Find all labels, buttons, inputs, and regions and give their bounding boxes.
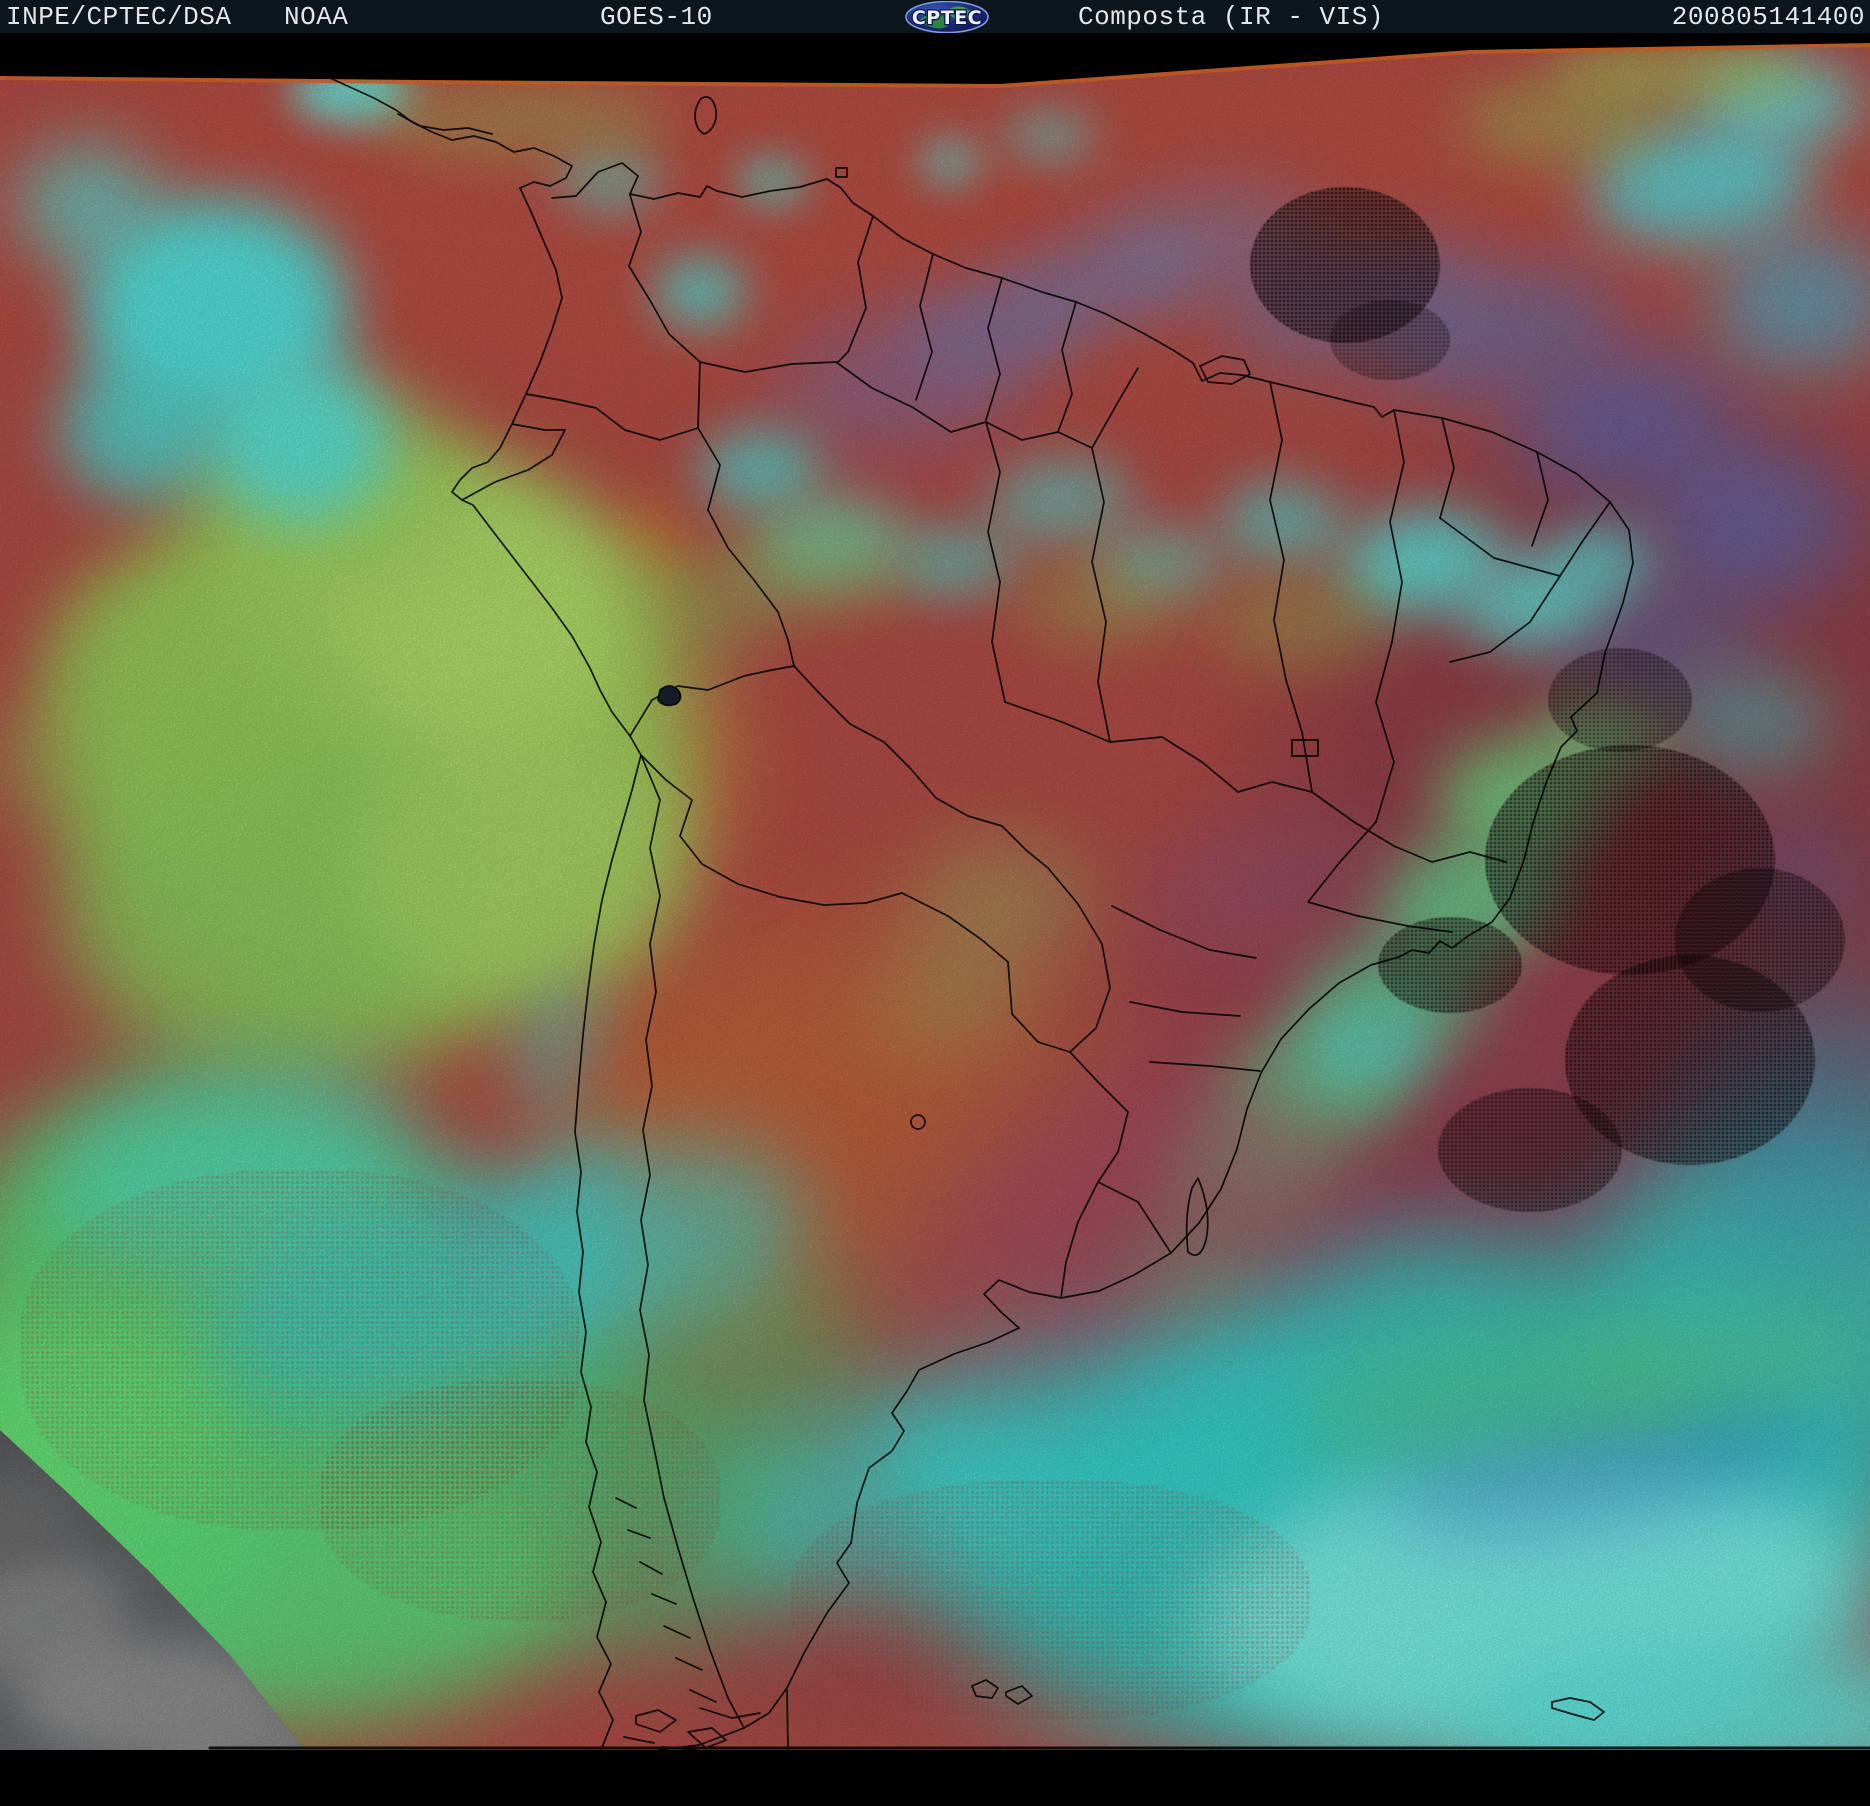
logo-continent-north xyxy=(949,6,972,20)
header-bar: INPE/CPTEC/DSA NOAA GOES-10 Composta (IR… xyxy=(0,0,1870,33)
logo-continent-south xyxy=(919,13,950,29)
product-label: Composta (IR - VIS) xyxy=(1078,2,1384,32)
cptec-logo: CPTEC xyxy=(905,1,989,33)
logo-text: CPTEC xyxy=(912,7,982,29)
noaa-label: NOAA xyxy=(284,2,349,32)
timestamp-label: 200805141400 xyxy=(1671,2,1865,32)
satellite-label: GOES-10 xyxy=(600,2,713,32)
satellite-composite-image xyxy=(0,43,1870,1750)
grain-texture-overlay xyxy=(0,43,1870,1750)
agency-label: INPE/CPTEC/DSA xyxy=(6,2,232,32)
